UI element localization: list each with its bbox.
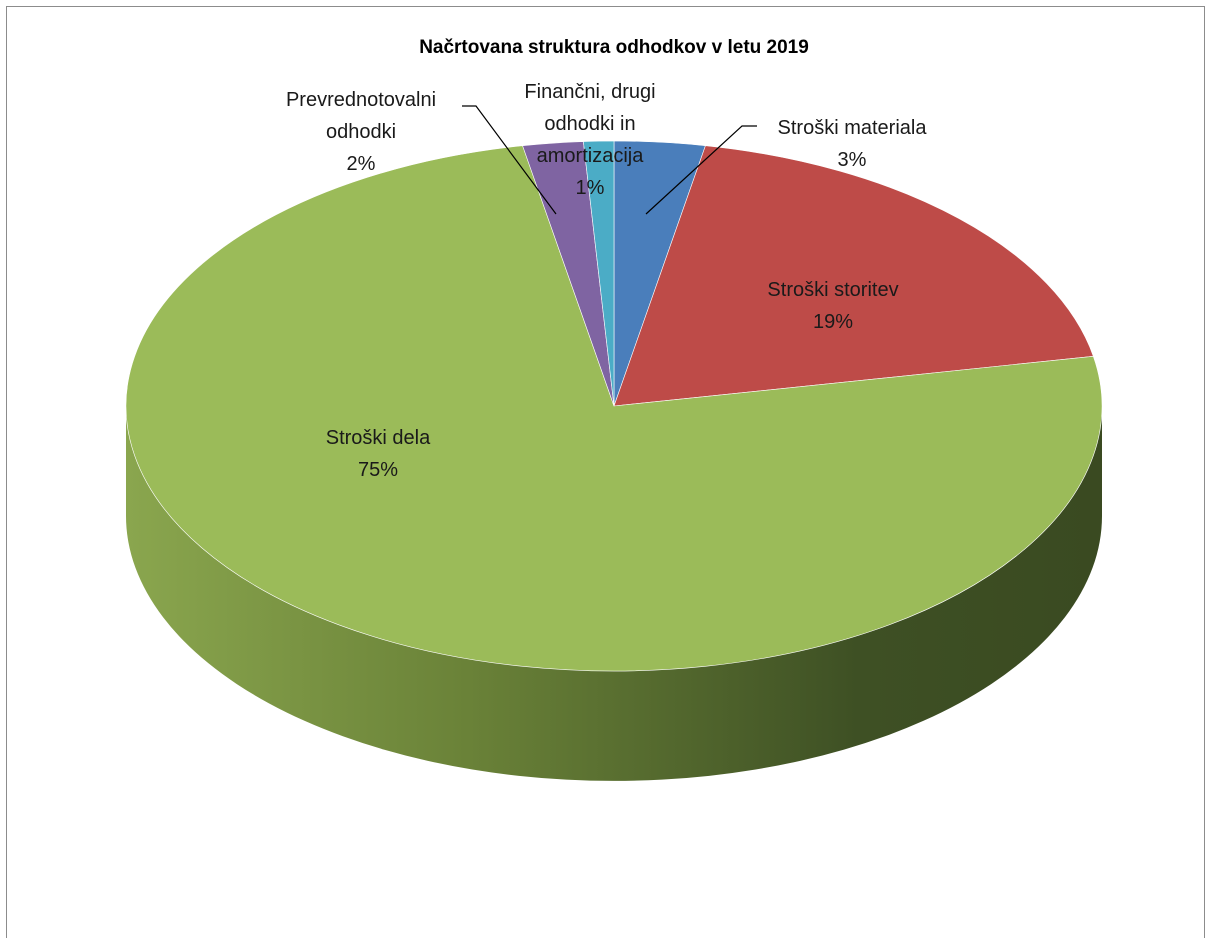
pie-slices	[125, 140, 1103, 672]
data-labels: Stroški materiala 3% Stroški storitev 19% St…	[286, 81, 927, 481]
pie-slice-4	[583, 140, 615, 407]
label-slice-1: Stroški storitev 19%	[767, 279, 898, 333]
label-slice-0: Stroški materiala 3%	[778, 117, 928, 171]
pie-slice-1	[613, 145, 1094, 407]
label-slice-4: Finančni, drugi odhodki in amortizacija 1%	[524, 81, 655, 199]
leader-lines	[462, 105, 757, 215]
label-slice-3: Prevrednotovalni odhodki 2%	[286, 89, 436, 175]
slice-side-stroski-dela	[126, 406, 1102, 781]
leader-line-3	[462, 105, 557, 215]
pie-side-walls	[126, 406, 1102, 781]
label-slice-2: Stroški dela 75%	[326, 427, 431, 481]
chart-title: Načrtovana struktura odhodkov v letu 201…	[419, 37, 809, 58]
leader-line-0	[645, 125, 757, 215]
pie-slice-2	[125, 145, 1103, 672]
